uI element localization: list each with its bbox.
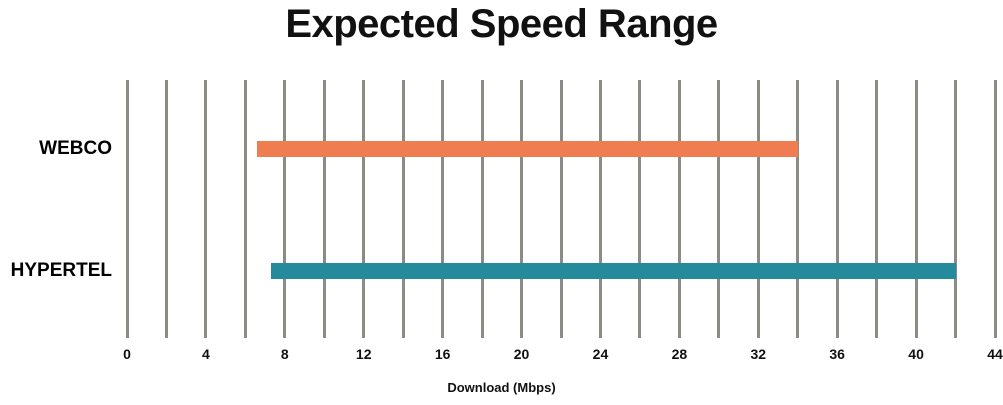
x-tick-label: 0	[123, 346, 131, 362]
range-bar-hypertel[interactable]	[271, 263, 956, 279]
x-tick-label: 36	[829, 346, 845, 362]
x-tick-label: 16	[434, 346, 451, 362]
x-tick-label: 24	[592, 346, 609, 362]
x-tick-label: 20	[513, 346, 530, 362]
x-tick-label: 12	[355, 346, 372, 362]
gridline	[125, 80, 129, 338]
gridline	[204, 80, 208, 338]
x-tick-label: 44	[987, 346, 1003, 362]
x-axis-tick-labels: 0 4 8 12 16 20 24 28 32 36 40 44	[0, 346, 1003, 368]
gridline	[441, 80, 445, 338]
gridline	[480, 80, 484, 338]
gridline	[598, 80, 602, 338]
gridline	[717, 80, 721, 338]
x-tick-label: 8	[280, 346, 289, 362]
gridline	[756, 80, 760, 338]
category-label-hypertel: HYPERTEL	[10, 260, 112, 281]
range-bar-webco[interactable]	[257, 141, 798, 157]
gridline	[835, 80, 839, 338]
gridline	[520, 80, 524, 338]
gridline	[638, 80, 642, 338]
gridline	[559, 80, 563, 338]
gridline	[875, 80, 879, 338]
gridline	[283, 80, 287, 338]
x-tick-label: 40	[908, 346, 924, 362]
x-tick-label: 4	[202, 346, 210, 362]
x-tick-label: 28	[671, 346, 688, 362]
gridline	[796, 80, 800, 338]
gridline	[322, 80, 326, 338]
gridline	[677, 80, 681, 338]
gridline	[993, 80, 997, 338]
category-axis-labels: WEBCO HYPERTEL	[0, 0, 118, 405]
chart-title: Expected Speed Range	[285, 2, 718, 46]
gridline	[954, 80, 958, 338]
gridline	[914, 80, 918, 338]
gridline	[362, 80, 366, 338]
plot-area	[125, 80, 997, 338]
gridline	[164, 80, 168, 338]
x-tick-label: 32	[750, 346, 767, 362]
category-label-webco: WEBCO	[39, 138, 112, 159]
gridline	[401, 80, 405, 338]
x-axis-title: Download (Mbps)	[447, 380, 556, 395]
gridline	[243, 80, 247, 338]
